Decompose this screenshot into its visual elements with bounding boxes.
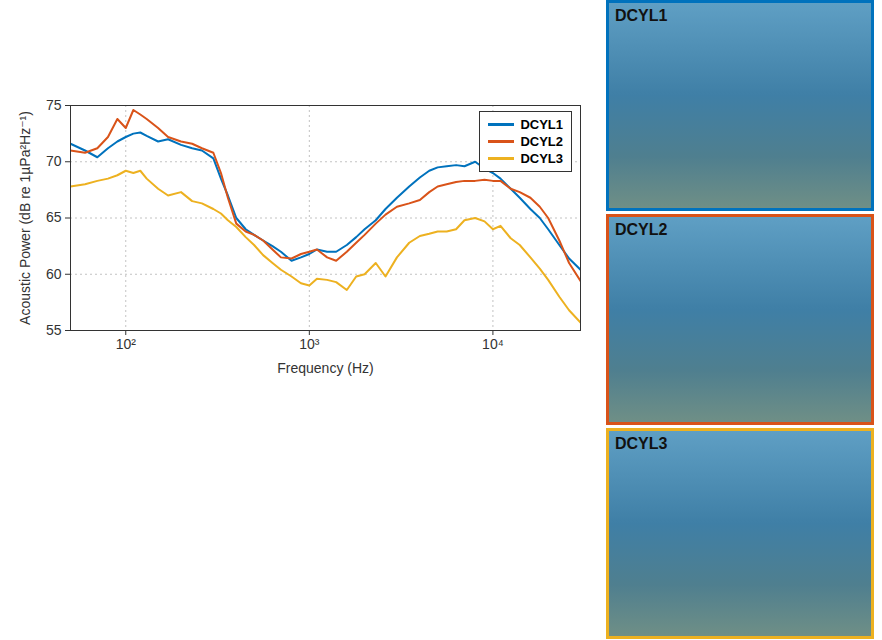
svg-text:65: 65 — [46, 209, 62, 225]
svg-text:Acoustic Power (dB re 1µPa²Hz⁻: Acoustic Power (dB re 1µPa²Hz⁻¹) — [17, 111, 33, 325]
svg-text:70: 70 — [46, 153, 62, 169]
html-text:DCYL3: DCYL3 — [520, 151, 563, 166]
svg-text:55: 55 — [46, 322, 62, 338]
html-text:DCYL3: DCYL3 — [615, 435, 668, 452]
svg-text:60: 60 — [46, 266, 62, 282]
svg-text:10⁴: 10⁴ — [482, 336, 504, 352]
svg-text:Frequency (Hz): Frequency (Hz) — [277, 360, 373, 376]
html-text:DCYL1: DCYL1 — [615, 7, 668, 24]
html-text:DCYL1: DCYL1 — [520, 117, 563, 132]
svg-text:10²: 10² — [116, 336, 137, 352]
svg-text:10³: 10³ — [299, 336, 320, 352]
html-text:DCYL2: DCYL2 — [615, 221, 668, 238]
html-text:DCYL2: DCYL2 — [520, 134, 563, 149]
svg-text:75: 75 — [46, 97, 62, 113]
